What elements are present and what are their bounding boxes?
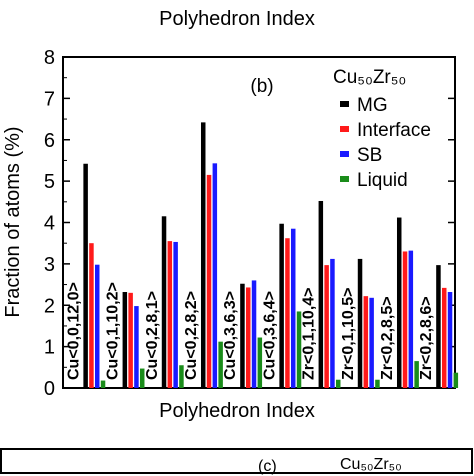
bar-interface <box>402 251 408 388</box>
y-tick-label: 0 <box>44 378 55 400</box>
legend-entry: MG <box>357 95 388 116</box>
next-panel-label: (c) <box>258 458 277 475</box>
next-panel-frame-top <box>0 448 473 474</box>
bar-interface <box>285 238 290 388</box>
bar-mg <box>396 217 402 388</box>
bar-liquid <box>100 380 106 388</box>
top-axis-title: Polyhedron Index <box>159 8 315 30</box>
x-axis-title: Polyhedron Index <box>159 400 315 422</box>
bar-sb <box>134 306 139 388</box>
bar-interface <box>128 292 133 388</box>
legend-entry: Liquid <box>357 170 408 191</box>
category-label: Cu<0,3,6,3> <box>222 291 239 380</box>
bar-mg <box>357 258 363 388</box>
category-label: Cu<0,1,10,2> <box>105 282 122 380</box>
category-label: Cu<0,2,8,1> <box>144 291 161 380</box>
category-label: Cu<0,2,8,2> <box>183 291 200 380</box>
legend-entry: Interface <box>357 120 431 141</box>
y-tick-label: 1 <box>44 337 55 359</box>
bar-liquid <box>375 379 380 388</box>
bar-sb <box>330 258 335 388</box>
bar-sb <box>369 297 374 388</box>
category-label: Cu<0,0,12,0> <box>65 282 82 380</box>
legend-swatch <box>340 101 349 107</box>
y-tick-label: 4 <box>44 213 55 235</box>
category-label: Cu<0,3,6,4> <box>261 291 278 380</box>
bar-interface <box>167 241 173 388</box>
bar-interface <box>441 287 447 388</box>
y-axis-label: Fraction of atoms (%) <box>2 126 24 317</box>
bar-interface <box>206 174 212 388</box>
bar-mg <box>240 283 245 388</box>
category-label: Zr<0,2,8,5> <box>379 296 396 380</box>
legend-swatch <box>340 176 349 182</box>
bar-liquid <box>335 379 341 388</box>
bar-liquid <box>218 341 223 388</box>
bar-liquid <box>179 365 184 388</box>
bar-mg <box>436 265 441 388</box>
bar-interface <box>89 243 94 388</box>
bar-sb <box>212 163 218 388</box>
bar-sb <box>408 250 414 388</box>
legend: Cu₅₀Zr₅₀ MG Interface SB Liquid <box>333 67 431 191</box>
category-label: Zr<0,2,8,6> <box>418 296 435 380</box>
bar-mg <box>83 163 88 388</box>
category-labels: Cu<0,0,12,0> Cu<0,1,10,2> Cu<0,2,8,1> Cu<0,… <box>65 282 435 380</box>
bar-liquid <box>139 368 145 388</box>
bar-interface <box>324 265 329 388</box>
bar-sb <box>94 264 100 388</box>
bar-liquid <box>296 311 302 388</box>
bar-interface <box>363 296 369 388</box>
legend-title: Cu₅₀Zr₅₀ <box>333 67 406 88</box>
y-tick-label: 8 <box>44 47 55 69</box>
y-axis: 0 1 2 3 4 5 6 7 8 <box>44 47 455 400</box>
y-tick-label: 5 <box>44 171 55 193</box>
bar-mg <box>161 216 167 388</box>
bar-interface <box>245 287 251 388</box>
bar-sb <box>290 228 296 388</box>
bar-mg <box>279 223 284 388</box>
bar-mg <box>200 122 206 388</box>
bar-sb <box>173 241 178 388</box>
category-label: Zr<0,1,10,4> <box>301 287 318 380</box>
legend-swatch <box>340 151 349 157</box>
bar-mg <box>122 292 128 388</box>
panel-label: (b) <box>250 76 273 97</box>
legend-entry: SB <box>357 145 382 166</box>
legend-swatch <box>340 126 349 132</box>
bar-liquid <box>414 361 419 388</box>
next-panel-legend-title: Cu₅₀Zr₅₀ <box>340 456 402 473</box>
bar-mg <box>318 200 324 388</box>
y-tick-label: 2 <box>44 295 55 317</box>
bar-series <box>83 122 459 388</box>
y-tick-label: 6 <box>44 130 55 152</box>
category-label: Zr<0,1,10,5> <box>340 287 357 380</box>
bar-sb <box>447 292 453 388</box>
bar-sb <box>251 280 257 388</box>
y-tick-label: 7 <box>44 88 55 110</box>
bar-liquid <box>257 337 263 388</box>
bar-liquid <box>453 372 459 388</box>
y-tick-label: 3 <box>44 254 55 276</box>
